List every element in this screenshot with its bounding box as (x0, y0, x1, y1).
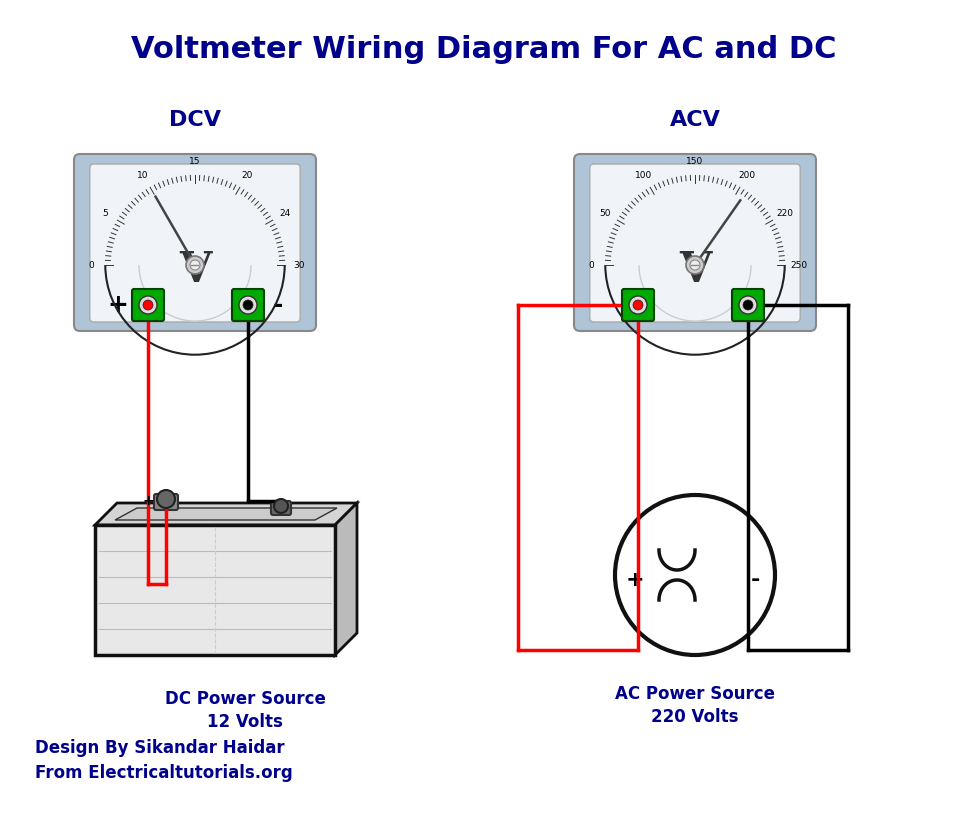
Polygon shape (95, 503, 357, 525)
Text: 150: 150 (686, 157, 703, 166)
FancyBboxPatch shape (590, 164, 800, 322)
Circle shape (629, 296, 647, 314)
Polygon shape (115, 508, 337, 520)
Circle shape (139, 296, 157, 314)
Text: DC Power Source: DC Power Source (165, 690, 326, 708)
FancyBboxPatch shape (232, 289, 264, 321)
Circle shape (157, 490, 175, 508)
Text: 0: 0 (88, 260, 94, 269)
Circle shape (239, 296, 257, 314)
FancyBboxPatch shape (271, 501, 291, 515)
FancyBboxPatch shape (154, 494, 178, 510)
Circle shape (739, 296, 757, 314)
Circle shape (190, 260, 200, 270)
Text: Design By Sikandar Haidar: Design By Sikandar Haidar (35, 739, 285, 757)
Circle shape (743, 300, 753, 310)
Text: +: + (626, 570, 644, 590)
Text: Voltmeter Wiring Diagram For AC and DC: Voltmeter Wiring Diagram For AC and DC (131, 36, 837, 64)
Circle shape (243, 300, 253, 310)
Text: 15: 15 (189, 157, 201, 166)
FancyBboxPatch shape (90, 164, 300, 322)
Text: 12 Volts: 12 Volts (207, 713, 283, 731)
Text: 50: 50 (600, 209, 610, 218)
Text: -: - (273, 293, 283, 317)
Text: 220: 220 (776, 209, 794, 218)
Circle shape (686, 256, 704, 274)
FancyBboxPatch shape (732, 289, 764, 321)
Circle shape (633, 300, 643, 310)
Text: From Electricaltutorials.org: From Electricaltutorials.org (35, 764, 293, 782)
FancyBboxPatch shape (95, 525, 335, 655)
FancyBboxPatch shape (132, 289, 164, 321)
Text: 220 Volts: 220 Volts (651, 708, 738, 726)
Text: 24: 24 (279, 209, 291, 218)
Text: 100: 100 (635, 171, 652, 180)
Polygon shape (335, 503, 357, 655)
Text: +: + (108, 293, 129, 317)
Text: -: - (750, 570, 760, 590)
Circle shape (186, 256, 204, 274)
Text: 20: 20 (241, 171, 253, 180)
Circle shape (690, 260, 700, 270)
Text: +: + (142, 494, 154, 508)
Circle shape (615, 495, 775, 655)
Text: 5: 5 (103, 209, 109, 218)
Circle shape (143, 300, 153, 310)
FancyBboxPatch shape (622, 289, 654, 321)
Text: V: V (679, 249, 711, 291)
Text: AC Power Source: AC Power Source (615, 685, 775, 703)
FancyBboxPatch shape (74, 154, 316, 331)
Text: V: V (179, 249, 211, 291)
FancyBboxPatch shape (574, 154, 816, 331)
Text: 10: 10 (138, 171, 149, 180)
Circle shape (274, 499, 288, 513)
Text: 0: 0 (588, 260, 594, 269)
Text: DCV: DCV (169, 110, 221, 130)
Text: 30: 30 (293, 260, 304, 269)
Text: 250: 250 (790, 260, 807, 269)
Text: ACV: ACV (670, 110, 720, 130)
Text: 200: 200 (738, 171, 756, 180)
